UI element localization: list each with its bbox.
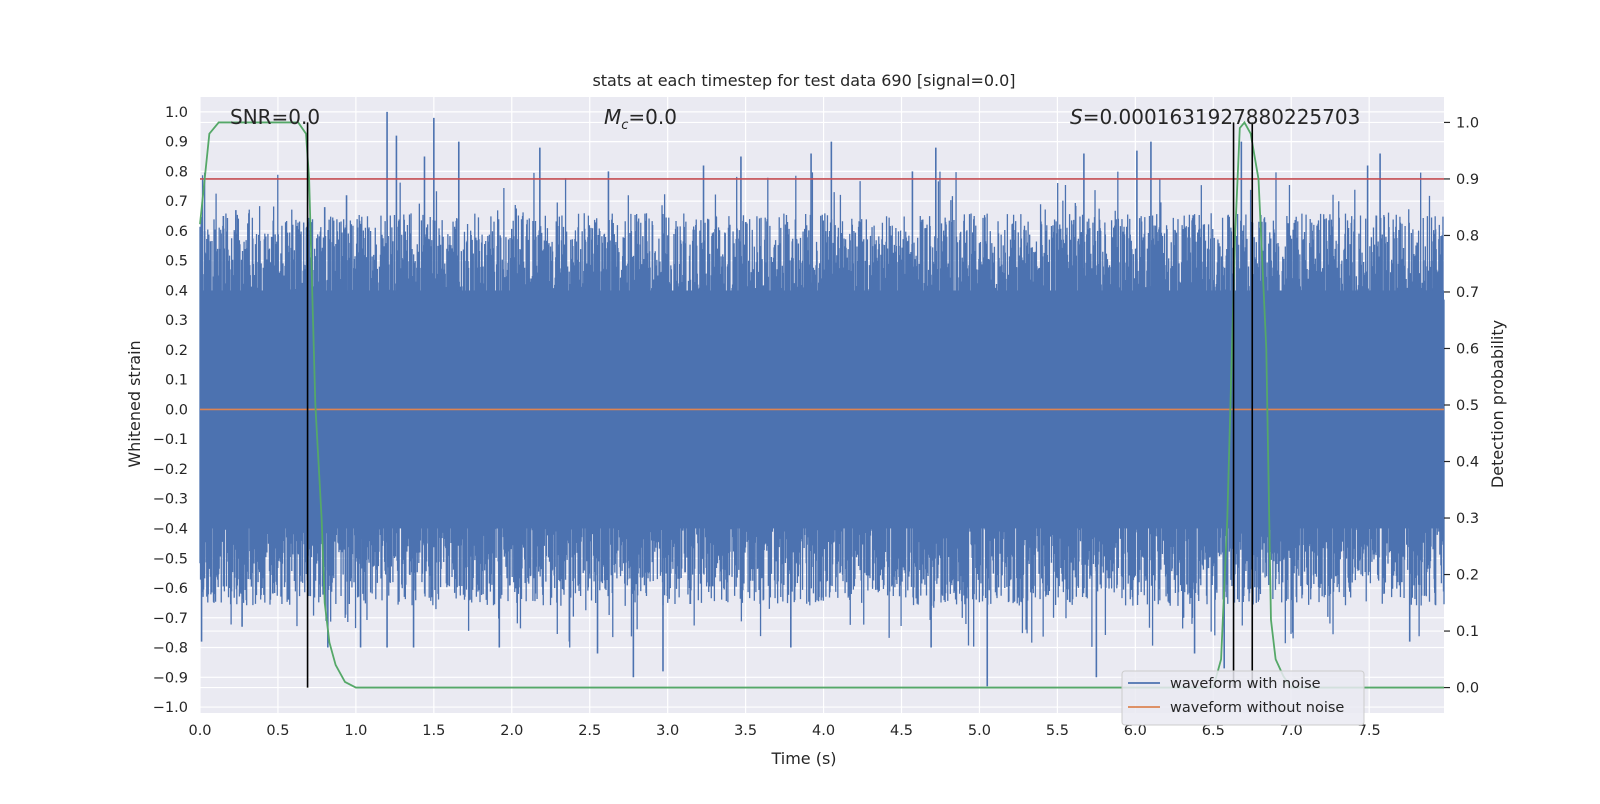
snr-annotation: SNR=0.0 bbox=[230, 105, 320, 129]
y2-tick-label: 0.6 bbox=[1456, 341, 1479, 357]
x-tick-label: 0.5 bbox=[266, 723, 289, 739]
y-tick-label: 1.0 bbox=[165, 105, 188, 121]
y-tick-label: −0.3 bbox=[153, 492, 188, 508]
y-tick-label: 0.0 bbox=[165, 402, 188, 418]
mc-value: =0.0 bbox=[628, 105, 677, 129]
s-annotation: S=0.0001631927880225703 bbox=[1070, 105, 1360, 129]
y2-tick-label: 0.2 bbox=[1456, 568, 1479, 584]
legend-box bbox=[1121, 670, 1365, 726]
y-tick-label: −1.0 bbox=[153, 700, 188, 716]
y-tick-label: −0.2 bbox=[153, 462, 188, 478]
y2-tick-label: 0.9 bbox=[1456, 172, 1479, 188]
y2-axis-label: Detection probability bbox=[1488, 320, 1507, 488]
y-tick-label: −0.8 bbox=[153, 641, 188, 657]
x-tick-label: 7.5 bbox=[1358, 723, 1381, 739]
y2-tick-label: 0.5 bbox=[1456, 398, 1479, 414]
s-symbol: S bbox=[1070, 105, 1083, 129]
y-tick-label: 0.1 bbox=[165, 373, 188, 389]
legend: waveform with noise waveform without noi… bbox=[1121, 670, 1365, 726]
s-value: =0.0001631927880225703 bbox=[1083, 105, 1361, 129]
x-tick-label: 0.0 bbox=[188, 723, 211, 739]
x-tick-label: 7.0 bbox=[1280, 723, 1303, 739]
detection-probability-line bbox=[199, 120, 1444, 689]
mc-subscript: c bbox=[621, 118, 628, 133]
y-tick-label: 0.8 bbox=[165, 164, 188, 180]
x-tick-label: 4.5 bbox=[890, 723, 913, 739]
y-tick-label: 0.3 bbox=[165, 313, 188, 329]
chart-title: stats at each timestep for test data 690… bbox=[592, 71, 1015, 90]
y2-tick-label: 0.0 bbox=[1456, 681, 1479, 697]
y-tick-label: −0.4 bbox=[153, 521, 188, 537]
y-tick-label: 0.4 bbox=[165, 283, 188, 299]
x-tick-label: 3.5 bbox=[734, 723, 757, 739]
y-tick-label: 0.5 bbox=[165, 254, 188, 270]
y2-tick-label: 1.0 bbox=[1456, 115, 1479, 131]
line-series-layer bbox=[199, 120, 1444, 689]
x-tick-label: 5.5 bbox=[1046, 723, 1069, 739]
y2-tick-label: 0.3 bbox=[1456, 511, 1479, 527]
y-tick-label: −0.6 bbox=[153, 581, 188, 597]
y-tick-label: 0.9 bbox=[165, 135, 188, 151]
y-tick-label: −0.1 bbox=[153, 432, 188, 448]
y-tick-label: 0.7 bbox=[165, 194, 188, 210]
x-axis-label: Time (s) bbox=[770, 749, 836, 768]
x-tick-label: 1.0 bbox=[344, 723, 367, 739]
y2-tick-label: 0.4 bbox=[1456, 455, 1479, 471]
y-tick-label: −0.7 bbox=[153, 611, 188, 627]
legend-label-clean: waveform without noise bbox=[1170, 700, 1344, 716]
y2-tick-label: 0.1 bbox=[1456, 624, 1479, 640]
y-tick-label: −0.5 bbox=[153, 551, 188, 567]
x-tick-label: 4.0 bbox=[812, 723, 835, 739]
x-tick-label: 5.0 bbox=[968, 723, 991, 739]
x-tick-label: 3.0 bbox=[656, 723, 679, 739]
x-tick-label: 6.5 bbox=[1202, 723, 1225, 739]
mc-symbol: M bbox=[604, 105, 621, 129]
y-tick-label: 0.2 bbox=[165, 343, 188, 359]
mc-annotation: Mc=0.0 bbox=[604, 105, 677, 133]
x-tick-label: 6.0 bbox=[1124, 723, 1147, 739]
y-tick-label: 0.6 bbox=[165, 224, 188, 240]
y2-tick-label: 0.8 bbox=[1456, 228, 1479, 244]
x-tick-label: 1.5 bbox=[422, 723, 445, 739]
vertical-markers-layer bbox=[306, 122, 1254, 688]
tick-labels-layer: 0.0 0.5 1.0 1.5 2.0 2.5 3.0 3.5 4.0 4.5 5.0 5.5 6.0 6… bbox=[153, 105, 1479, 739]
x-tick-label: 2.5 bbox=[578, 723, 601, 739]
y-tick-label: −0.9 bbox=[153, 670, 188, 686]
legend-label-noise: waveform with noise bbox=[1170, 676, 1321, 692]
y2-tick-label: 0.7 bbox=[1456, 285, 1479, 301]
y-axis-label: Whitened strain bbox=[125, 340, 144, 467]
x-tick-label: 2.0 bbox=[500, 723, 523, 739]
